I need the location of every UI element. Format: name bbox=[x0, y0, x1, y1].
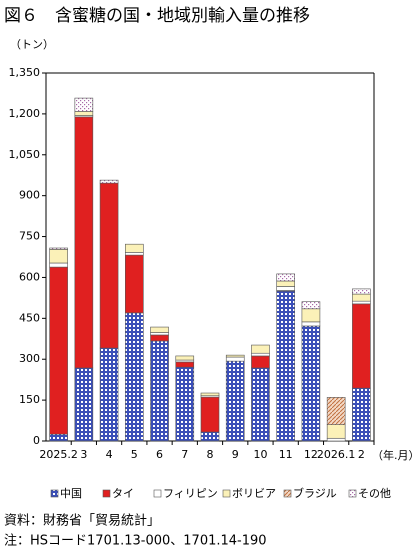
bar-segment bbox=[175, 355, 195, 361]
legend-label: フィリピン bbox=[163, 487, 218, 500]
bar-segment bbox=[352, 300, 371, 305]
bar-segment bbox=[150, 340, 169, 442]
bar-segment bbox=[326, 437, 346, 442]
x-tick-label: 2026.1 bbox=[317, 448, 356, 461]
x-tick-label: 4 bbox=[106, 448, 113, 461]
bar-segment bbox=[175, 366, 195, 442]
legend-swatch bbox=[102, 489, 111, 498]
y-tick-label: 1,050 bbox=[9, 148, 41, 161]
bar-segment bbox=[74, 367, 94, 442]
x-tick-label: 7 bbox=[181, 448, 188, 461]
y-tick-label: 900 bbox=[19, 189, 40, 202]
y-tick-label: 450 bbox=[19, 311, 40, 324]
bar-segment bbox=[276, 273, 295, 282]
bar-segment bbox=[125, 252, 144, 256]
bar-segment bbox=[200, 396, 220, 433]
legend-swatch bbox=[153, 489, 162, 498]
y-tick-label: 150 bbox=[19, 393, 40, 406]
bar-segment bbox=[150, 332, 169, 336]
x-tick-label: 8 bbox=[207, 448, 214, 461]
bar-segment bbox=[49, 249, 68, 264]
chart-title: 図６ 含蜜糖の国・地域別輸入量の推移 bbox=[4, 6, 310, 26]
y-tick-label: 750 bbox=[19, 230, 40, 243]
bar-segment bbox=[301, 321, 321, 327]
bar-segment bbox=[276, 290, 295, 442]
bar-segment bbox=[99, 182, 119, 349]
bar-segment bbox=[125, 243, 144, 253]
bar-segment bbox=[200, 431, 220, 442]
bar-segment bbox=[99, 179, 119, 184]
bar-segment bbox=[74, 116, 94, 369]
bar-segment bbox=[352, 288, 371, 295]
legend-swatch bbox=[50, 489, 59, 498]
bar-segment bbox=[49, 266, 68, 435]
bar-segment bbox=[276, 286, 295, 291]
bar-segment bbox=[175, 361, 195, 368]
bar-segment bbox=[225, 360, 245, 442]
bar-segment bbox=[301, 325, 321, 442]
bar-segment bbox=[225, 354, 245, 358]
y-tick-label: 1,200 bbox=[9, 107, 41, 120]
bar-segment bbox=[352, 293, 371, 302]
legend-swatch bbox=[222, 489, 231, 498]
x-tick-label: 2025.2 bbox=[39, 448, 78, 461]
bar-segment bbox=[301, 301, 321, 310]
bar-segment bbox=[200, 392, 220, 397]
x-unit: （年.月） bbox=[372, 448, 420, 462]
bar-segment bbox=[49, 247, 68, 250]
bar-segment bbox=[49, 433, 68, 442]
bar-segment bbox=[276, 280, 295, 287]
legend-swatch bbox=[283, 489, 292, 498]
x-tick-label: 5 bbox=[131, 448, 138, 461]
note: 注：HSコード1701.13-000、1701.14-190 bbox=[4, 534, 267, 549]
y-tick-label: 300 bbox=[19, 352, 40, 365]
bar-segment bbox=[251, 367, 270, 442]
bar-segment bbox=[326, 397, 346, 425]
legend-label: タイ bbox=[112, 487, 134, 500]
y-unit: （トン） bbox=[10, 38, 54, 51]
bar-segment bbox=[125, 254, 144, 314]
bar-segment bbox=[74, 111, 94, 116]
legend-label: ボリビア bbox=[232, 487, 276, 500]
bar-segment bbox=[150, 334, 169, 342]
bar-segment bbox=[251, 352, 270, 357]
x-tick-label: 2 bbox=[358, 448, 365, 461]
legend-label: その他 bbox=[358, 487, 391, 500]
source: 資料：財務省「貿易統計」 bbox=[4, 513, 160, 529]
y-tick-label: 0 bbox=[33, 434, 40, 447]
bar-segment bbox=[352, 387, 371, 442]
bar-segment bbox=[301, 308, 321, 323]
legend-label: ブラジル bbox=[293, 486, 337, 500]
x-tick-label: 10 bbox=[253, 448, 267, 461]
x-tick-label: 12 bbox=[304, 448, 318, 461]
legend-label: 中国 bbox=[60, 487, 82, 500]
y-tick-label: 600 bbox=[19, 270, 40, 283]
bar-segment bbox=[251, 344, 270, 354]
x-tick-label: 6 bbox=[156, 448, 163, 461]
y-tick-label: 1,350 bbox=[9, 66, 41, 79]
bar-segment bbox=[74, 97, 94, 112]
bar-segment bbox=[49, 262, 68, 268]
bar-segment bbox=[99, 347, 119, 442]
bar-segment bbox=[150, 326, 169, 333]
bar-segment bbox=[352, 303, 371, 389]
x-tick-label: 11 bbox=[279, 448, 293, 461]
legend-swatch bbox=[348, 489, 357, 498]
x-tick-label: 9 bbox=[232, 448, 239, 461]
x-tick-label: 3 bbox=[80, 448, 87, 461]
bar-segment bbox=[125, 312, 144, 442]
bar-segment bbox=[251, 355, 270, 369]
bar-segment bbox=[326, 424, 346, 439]
bar-segment bbox=[225, 356, 245, 362]
